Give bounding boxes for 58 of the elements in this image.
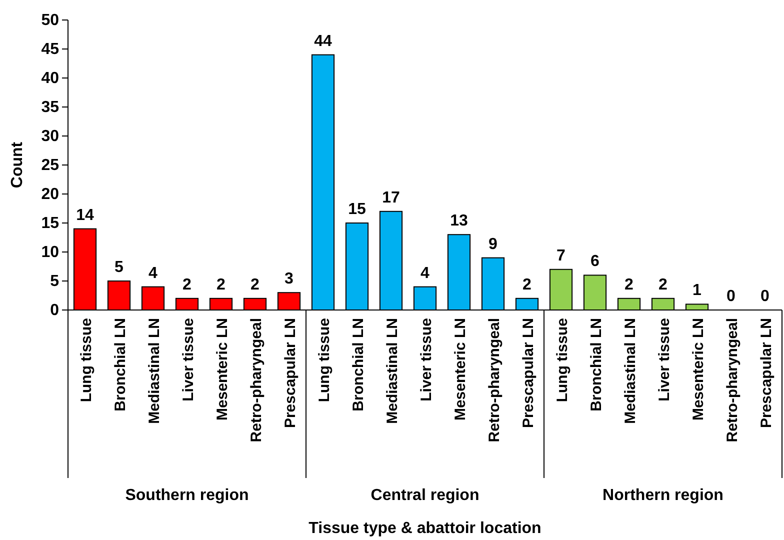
data-label: 2 xyxy=(250,276,260,294)
x-tick-label: Prescapular LN xyxy=(758,318,775,428)
x-tick-label: Prescapular LN xyxy=(282,318,299,428)
data-label: 17 xyxy=(382,189,400,206)
y-tick-label: 45 xyxy=(41,41,60,58)
y-tick-label: 5 xyxy=(50,273,60,290)
x-tick-label: Mesenteric LN xyxy=(452,318,469,421)
x-tick-label: Mediastinal LN xyxy=(146,318,163,424)
x-tick-label: Retro-pharyngeal xyxy=(486,318,503,442)
y-tick-label: 50 xyxy=(41,12,60,30)
y-tick-label: 0 xyxy=(50,302,60,320)
data-label: 14 xyxy=(76,206,94,224)
data-label: 0 xyxy=(760,288,770,305)
y-tick-label: 20 xyxy=(41,186,60,204)
x-tick-label: Mesenteric LN xyxy=(690,318,707,421)
data-label: 2 xyxy=(624,276,634,294)
x-tick-label: Retro-pharyngeal xyxy=(724,318,741,442)
data-label: 2 xyxy=(522,276,532,294)
y-tick-label: 40 xyxy=(41,70,60,88)
text: Central region xyxy=(370,487,480,504)
text: Northern region xyxy=(602,487,724,504)
x-tick-label: Retro-pharyngeal xyxy=(248,318,265,442)
x-tick-label: Prescapular LN xyxy=(520,318,537,428)
data-label: 0 xyxy=(726,288,736,305)
x-tick-label: Mediastinal LN xyxy=(622,318,639,424)
data-label: 1 xyxy=(692,282,702,300)
y-tick-label: 35 xyxy=(41,99,60,116)
x-tick-label: Mediastinal LN xyxy=(384,318,401,424)
data-label: 44 xyxy=(314,32,332,50)
text: Southern region xyxy=(125,487,249,504)
data-label: 3 xyxy=(284,270,294,288)
x-tick-label: Lung tissue xyxy=(316,318,333,402)
data-label: 2 xyxy=(216,276,226,294)
data-label: 2 xyxy=(658,276,668,294)
x-tick-label: Liver tissue xyxy=(180,318,197,402)
x-tick-label: Bronchial LN xyxy=(588,318,605,412)
y-tick-label: 25 xyxy=(41,157,60,174)
data-label: 13 xyxy=(450,212,468,230)
x-tick-label: Liver tissue xyxy=(418,318,435,402)
y-tick-label: 10 xyxy=(41,244,60,262)
data-label: 4 xyxy=(148,264,158,282)
data-label: 4 xyxy=(420,264,430,282)
data-label: 9 xyxy=(488,236,498,253)
y-axis-title: Count xyxy=(9,141,26,188)
x-tick-label: Lung tissue xyxy=(78,318,95,402)
x-tick-label: Lung tissue xyxy=(554,318,571,402)
data-label: 2 xyxy=(182,276,192,294)
x-tick-label: Bronchial LN xyxy=(350,318,367,412)
data-label: 5 xyxy=(114,259,124,276)
y-tick-label: 15 xyxy=(41,215,60,232)
x-tick-label: Bronchial LN xyxy=(112,318,129,412)
data-label: 6 xyxy=(590,253,600,270)
y-tick-label: 30 xyxy=(41,128,60,146)
x-axis-title: Tissue type & abattoir location xyxy=(308,520,542,537)
data-label: 15 xyxy=(348,201,366,218)
data-label: 7 xyxy=(556,247,566,264)
x-tick-label: Liver tissue xyxy=(656,318,673,402)
x-tick-label: Mesenteric LN xyxy=(214,318,231,421)
